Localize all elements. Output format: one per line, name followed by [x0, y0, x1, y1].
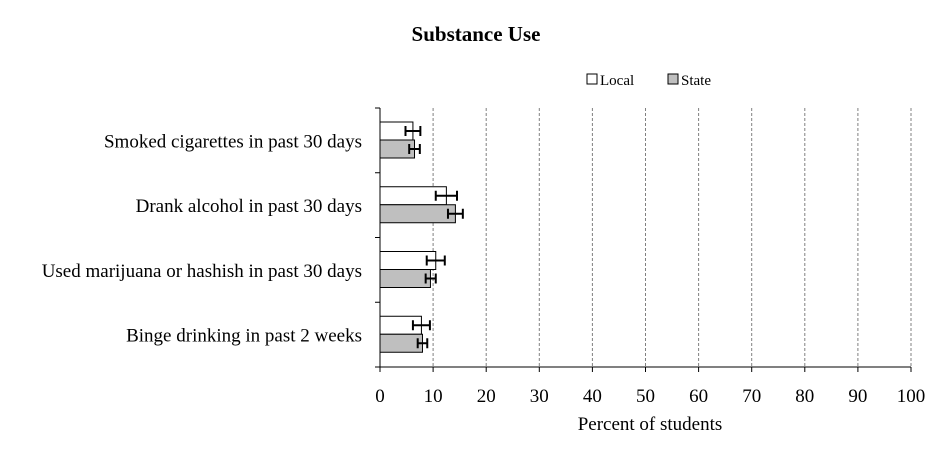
legend: Local State	[586, 73, 711, 89]
error-bar-state-drank-alcohol-in-past-30-days	[446, 208, 464, 219]
bar-state-drank-alcohol-in-past-30-days	[379, 204, 456, 224]
error-bar-state-smoked-cigarettes-in-past-30-days	[408, 144, 421, 154]
error-bar-local-smoked-cigarettes-in-past-30-days	[404, 126, 422, 136]
category-label-drank-alcohol-in-past-30-days: Drank alcohol in past 30 days	[136, 196, 362, 217]
error-bar-state-binge-drinking-in-past-2-weeks	[416, 338, 429, 349]
x-tick-label-20: 20	[477, 386, 496, 407]
category-label-used-marijuana-or-hashish-in-past-30-days: Used marijuana or hashish in past 30 day…	[42, 261, 362, 282]
x-tick-label-40: 40	[583, 386, 602, 407]
bars	[379, 121, 464, 353]
chart-title: Substance Use	[412, 22, 541, 46]
error-bar-local-binge-drinking-in-past-2-weeks	[411, 320, 431, 331]
x-tick-label-10: 10	[424, 386, 443, 407]
x-tick-label-70: 70	[742, 386, 761, 407]
x-tick-label-0: 0	[375, 386, 385, 407]
bar-state-used-marijuana-or-hashish-in-past-30-days	[379, 269, 431, 288]
grid-lines	[432, 108, 912, 367]
error-bar-local-drank-alcohol-in-past-30-days	[434, 190, 458, 201]
axes: 0 10 20 30 40 50 60 70 80 90 100 Smoked cigarettes …	[42, 107, 926, 407]
legend-swatch-state	[667, 73, 679, 85]
x-tick-label-90: 90	[848, 386, 867, 407]
x-tick-label-60: 60	[689, 386, 708, 407]
error-bar-state-used-marijuana-or-hashish-in-past-30-days	[424, 273, 437, 284]
x-axis-title: Percent of students	[578, 414, 723, 435]
category-label-smoked-cigarettes-in-past-30-days: Smoked cigarettes in past 30 days	[104, 131, 362, 152]
category-label-binge-drinking-in-past-2-weeks: Binge drinking in past 2 weeks	[126, 326, 362, 347]
x-tick-label-50: 50	[636, 386, 655, 407]
legend-label-local: Local	[600, 73, 634, 89]
bar-state-binge-drinking-in-past-2-weeks	[379, 333, 423, 353]
legend-label-state: State	[681, 73, 711, 89]
x-tick-label-80: 80	[795, 386, 814, 407]
x-tick-label-30: 30	[530, 386, 549, 407]
x-tick-label-100: 100	[897, 386, 926, 407]
legend-swatch-local	[586, 73, 598, 85]
error-bar-local-used-marijuana-or-hashish-in-past-30-days	[425, 255, 446, 266]
